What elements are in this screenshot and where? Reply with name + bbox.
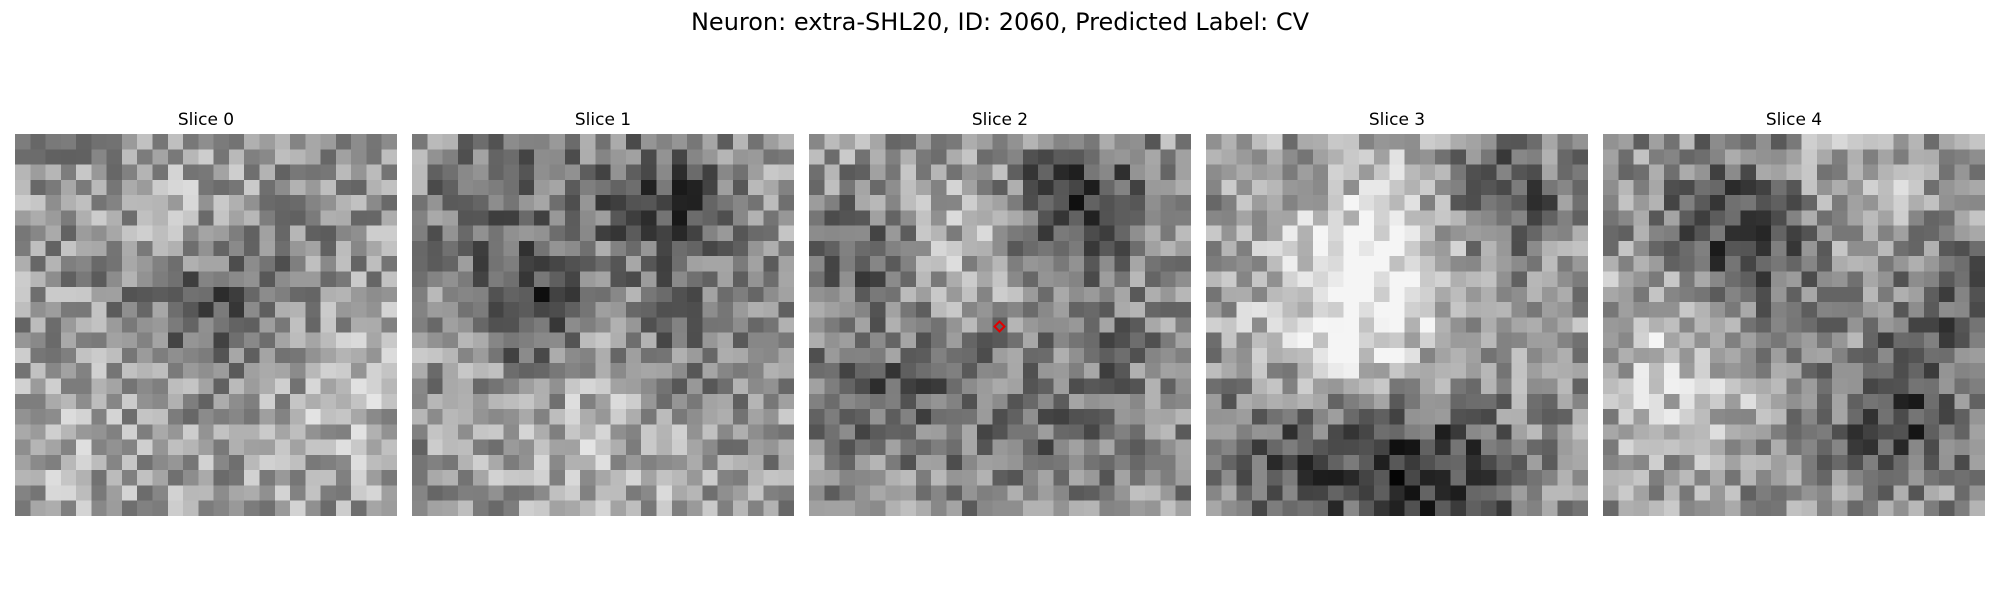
figure-title: Neuron: extra-SHL20, ID: 2060, Predicted… xyxy=(690,8,1310,36)
slice-image-0 xyxy=(15,134,397,516)
slice-panel-0: Slice 0 xyxy=(15,108,397,516)
slice-panel-1: Slice 1 xyxy=(412,108,794,516)
slice-image-1 xyxy=(412,134,794,516)
slice-image-3 xyxy=(1206,134,1588,516)
slice-title-3: Slice 3 xyxy=(1368,110,1426,130)
slice-panel-3: Slice 3 xyxy=(1206,108,1588,516)
slice-title-2: Slice 2 xyxy=(971,110,1029,130)
slice-image-2 xyxy=(809,134,1191,516)
slice-title-4: Slice 4 xyxy=(1765,110,1823,130)
slice-title-1: Slice 1 xyxy=(574,110,632,130)
slice-title-0: Slice 0 xyxy=(177,110,235,130)
slice-image-4 xyxy=(1603,134,1985,516)
slice-panel-2: Slice 2 xyxy=(809,108,1191,516)
slice-panel-4: Slice 4 xyxy=(1603,108,1985,516)
